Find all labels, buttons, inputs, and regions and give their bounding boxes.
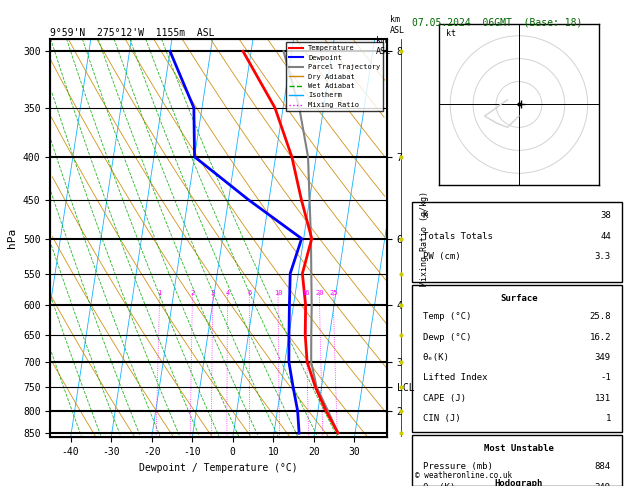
Text: 10: 10 — [274, 290, 282, 296]
Text: CIN (J): CIN (J) — [423, 414, 460, 423]
Text: 131: 131 — [595, 394, 611, 402]
Text: 3.3: 3.3 — [595, 252, 611, 261]
X-axis label: Dewpoint / Temperature (°C): Dewpoint / Temperature (°C) — [139, 463, 298, 473]
Y-axis label: Mixing Ratio (g/kg): Mixing Ratio (g/kg) — [420, 191, 429, 286]
Text: kt: kt — [445, 29, 455, 38]
Text: 884: 884 — [595, 463, 611, 471]
Text: Lifted Index: Lifted Index — [423, 373, 487, 382]
Text: 9°59'N  275°12'W  1155m  ASL: 9°59'N 275°12'W 1155m ASL — [50, 28, 215, 38]
Text: 4: 4 — [225, 290, 230, 296]
Text: Surface: Surface — [500, 294, 538, 303]
Text: Dewp (°C): Dewp (°C) — [423, 333, 471, 342]
Text: Hodograph: Hodograph — [495, 479, 543, 486]
Text: 25: 25 — [329, 290, 338, 296]
Text: 6: 6 — [247, 290, 252, 296]
Text: PW (cm): PW (cm) — [423, 252, 460, 261]
Text: 20: 20 — [315, 290, 324, 296]
Text: 07.05.2024  06GMT  (Base: 18): 07.05.2024 06GMT (Base: 18) — [412, 17, 582, 27]
Text: 44: 44 — [600, 232, 611, 241]
Text: θₑ (K): θₑ (K) — [423, 483, 455, 486]
Legend: Temperature, Dewpoint, Parcel Trajectory, Dry Adiabat, Wet Adiabat, Isotherm, Mi: Temperature, Dewpoint, Parcel Trajectory… — [286, 42, 383, 111]
Text: Temp (°C): Temp (°C) — [423, 312, 471, 321]
Text: CAPE (J): CAPE (J) — [423, 394, 465, 402]
Text: K: K — [423, 211, 428, 220]
Text: 16.2: 16.2 — [589, 333, 611, 342]
Text: 16: 16 — [301, 290, 310, 296]
FancyBboxPatch shape — [412, 202, 621, 282]
Y-axis label: hPa: hPa — [8, 228, 18, 248]
Text: 1: 1 — [157, 290, 162, 296]
Text: © weatheronline.co.uk: © weatheronline.co.uk — [415, 471, 512, 480]
FancyBboxPatch shape — [412, 285, 621, 433]
Text: -1: -1 — [600, 373, 611, 382]
Text: Pressure (mb): Pressure (mb) — [423, 463, 493, 471]
Text: 3: 3 — [211, 290, 214, 296]
Text: 2: 2 — [190, 290, 194, 296]
Text: km
ASL: km ASL — [390, 16, 405, 35]
Text: 349: 349 — [595, 483, 611, 486]
Text: 25.8: 25.8 — [589, 312, 611, 321]
Text: Totals Totals: Totals Totals — [423, 232, 493, 241]
Text: 349: 349 — [595, 353, 611, 362]
Text: Most Unstable: Most Unstable — [484, 444, 554, 453]
Text: 38: 38 — [600, 211, 611, 220]
FancyBboxPatch shape — [412, 435, 621, 486]
Text: 1: 1 — [606, 414, 611, 423]
Text: θₑ(K): θₑ(K) — [423, 353, 450, 362]
Text: km
ASL: km ASL — [376, 36, 391, 56]
